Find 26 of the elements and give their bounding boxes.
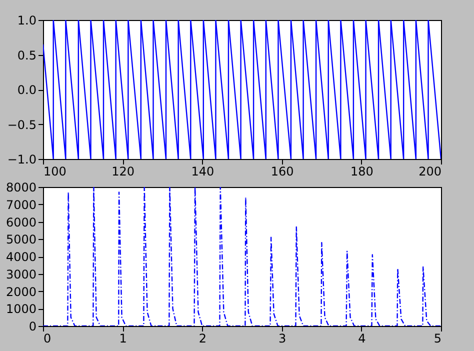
y-tick-label: 0.5: [17, 48, 36, 62]
y-tick-label: 3000: [6, 267, 36, 282]
y-tick-label: 6000: [6, 215, 36, 230]
x-tick-label: 160: [270, 164, 294, 178]
x-tick-label: 3: [278, 332, 286, 346]
x-tick-label: 140: [191, 164, 214, 178]
y-tick-label: 8000: [6, 180, 36, 194]
x-tick-label: 4: [358, 332, 366, 346]
x-tick-label: 0: [44, 332, 52, 346]
y-tick-label: −0.5: [7, 118, 36, 132]
y-tick-label: 1000: [6, 302, 36, 316]
x-tick-label: 200: [418, 164, 442, 178]
x-tick-label: 2: [198, 332, 207, 346]
y-tick-label: 7000: [6, 198, 36, 212]
y-tick-label: 2000: [6, 284, 36, 299]
y-tick-label: 0.0: [17, 83, 36, 97]
y-tick-label: 4000: [6, 250, 36, 264]
x-tick-label: 180: [350, 164, 374, 178]
y-tick-label: 0: [28, 320, 36, 334]
y-tick-label: 5000: [6, 232, 36, 247]
x-tick-label: 1: [119, 332, 127, 346]
y-tick-label: 1.0: [17, 14, 36, 28]
x-tick-label: 120: [112, 164, 135, 178]
y-tick-label: −1.0: [7, 152, 36, 166]
x-tick-label: 100: [44, 164, 66, 178]
x-tick-label: 5: [434, 332, 442, 346]
